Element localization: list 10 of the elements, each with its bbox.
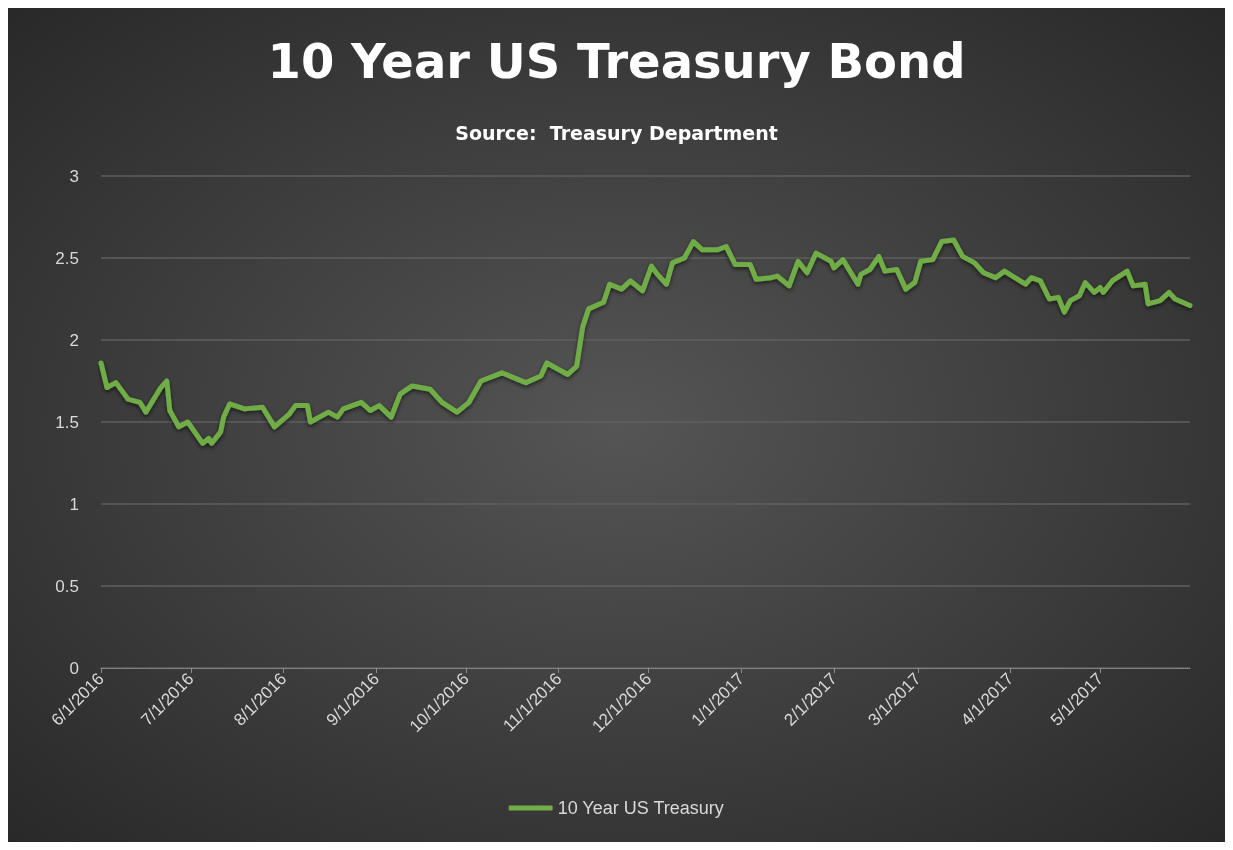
y-tick-label: 2.5 bbox=[55, 248, 79, 268]
y-tick-label: 0.5 bbox=[55, 576, 79, 596]
y-tick-label: 1.5 bbox=[55, 412, 79, 432]
y-tick-label: 1 bbox=[69, 494, 79, 514]
legend-label: 10 Year US Treasury bbox=[557, 798, 724, 818]
y-tick-label: 3 bbox=[69, 166, 79, 186]
y-tick-label: 2 bbox=[69, 330, 79, 350]
chart-subtitle: Source: Treasury Department bbox=[455, 121, 778, 144]
y-tick-label: 0 bbox=[69, 658, 79, 678]
chart-title: 10 Year US Treasury Bond bbox=[267, 33, 966, 89]
